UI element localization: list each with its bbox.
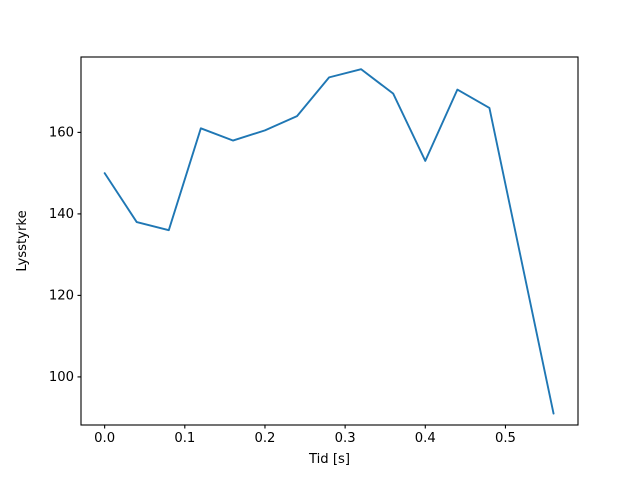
x-tick-label: 0.5 (495, 431, 516, 446)
x-tick-label: 0.4 (415, 431, 436, 446)
y-tick-label: 160 (49, 125, 74, 140)
y-axis-ticks: 100 120 140 160 (49, 125, 81, 385)
y-tick-label: 140 (49, 207, 74, 222)
x-tick-label: 0.2 (254, 431, 275, 446)
axes-area: 0.0 0.1 0.2 0.3 0.4 0.5 100 120 140 160 (49, 56, 579, 446)
data-series-lysstyrke (103, 68, 555, 415)
x-axis-ticks: 0.0 0.1 0.2 0.3 0.4 0.5 (94, 425, 516, 446)
y-tick-label: 100 (49, 370, 74, 385)
y-axis-label: Lysstyrke (15, 210, 30, 271)
x-tick-label: 0.0 (94, 431, 115, 446)
x-tick-label: 0.3 (335, 431, 356, 446)
plot-background (81, 57, 578, 425)
y-tick-label: 120 (49, 288, 74, 303)
x-tick-label: 0.1 (174, 431, 195, 446)
axes-frame (80, 56, 579, 426)
x-axis-label: Tid [s] (308, 452, 350, 467)
